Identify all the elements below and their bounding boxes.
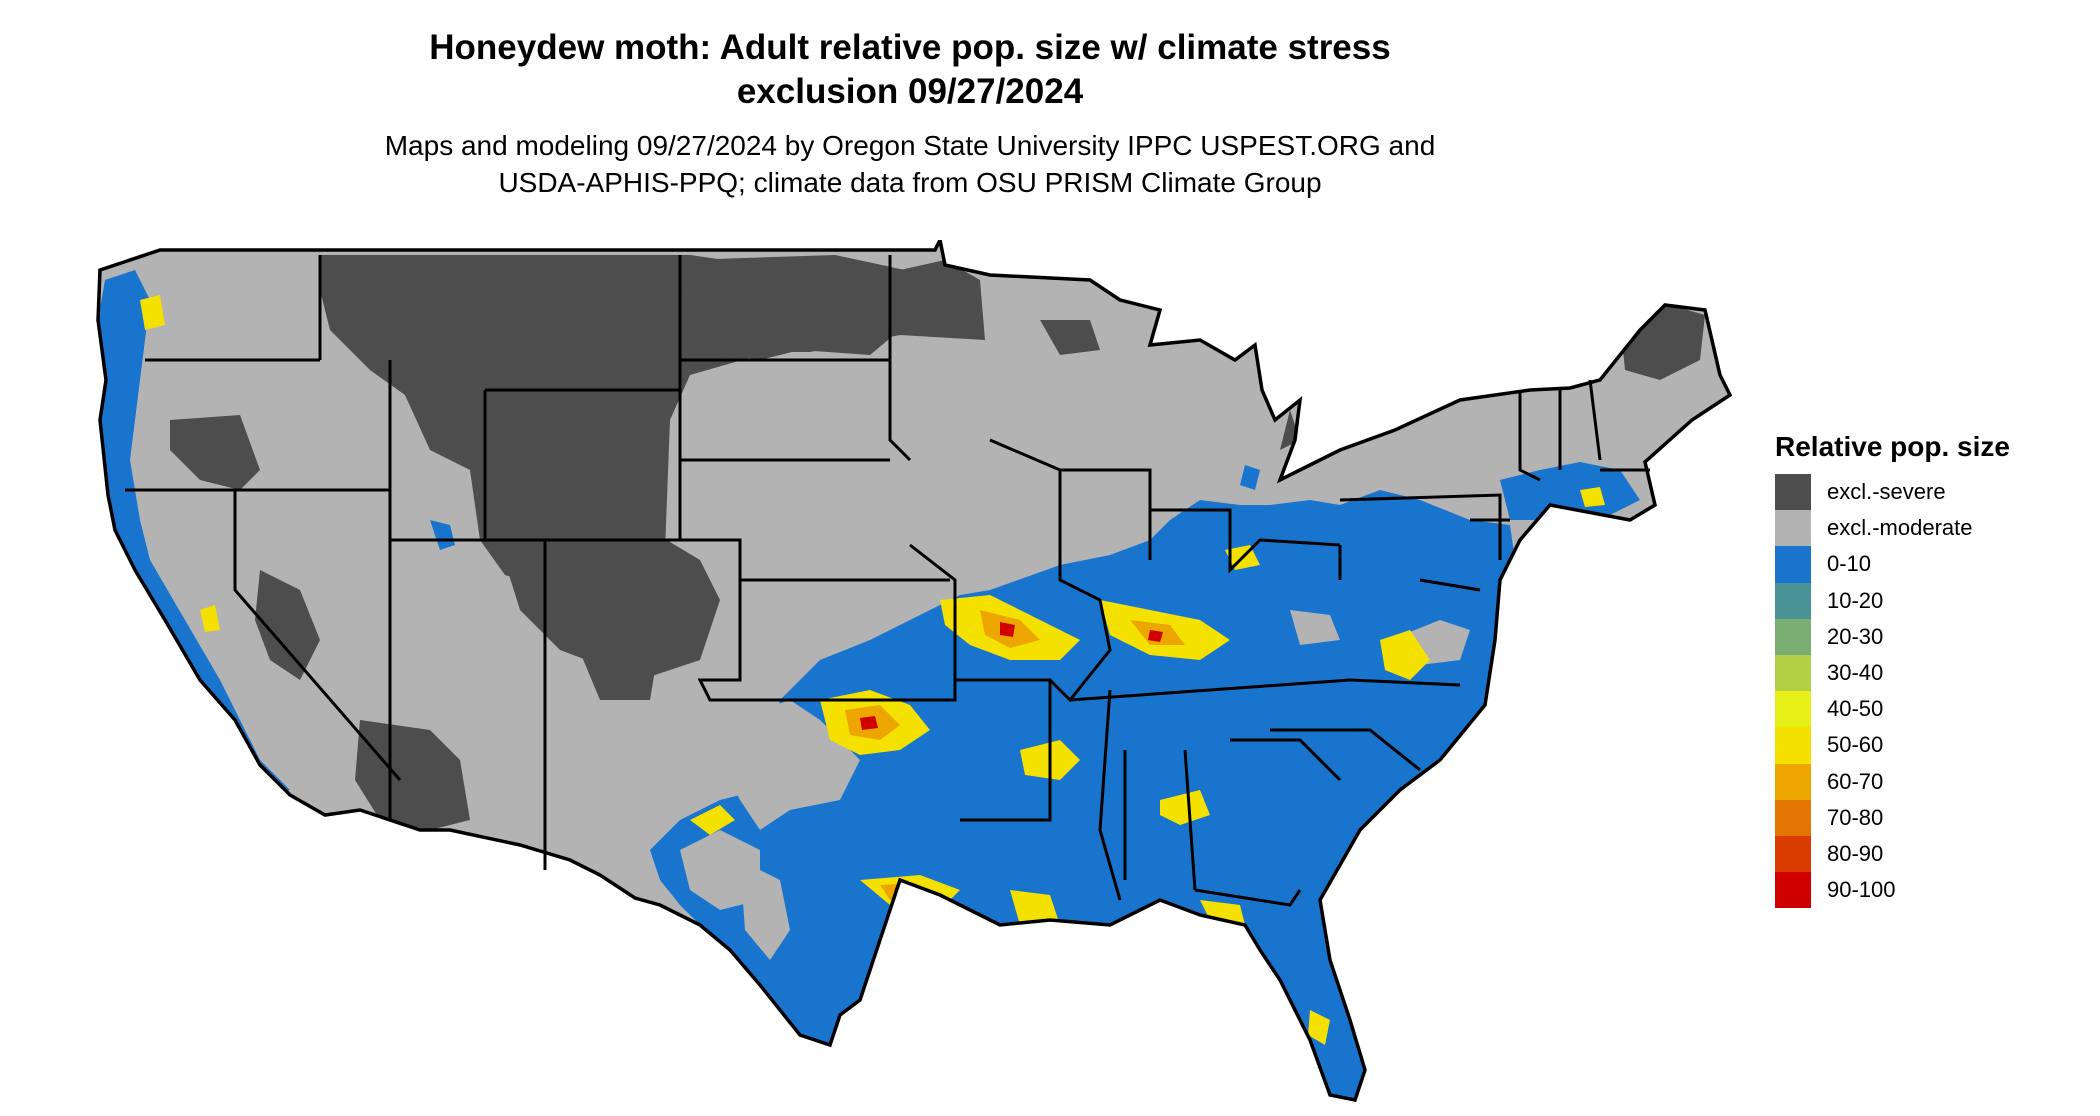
legend-swatch (1775, 582, 1811, 619)
legend-label: excl.-moderate (1827, 515, 1973, 541)
blue-0-10-regions (98, 270, 1640, 1100)
map-subtitle-line-2: USDA-APHIS-PPQ; climate data from OSU PR… (498, 167, 1322, 198)
legend-item-80-90: 80-90 (1775, 835, 2075, 873)
legend-item-50-60: 50-60 (1775, 727, 2075, 764)
legend-item-20-30: 20-30 (1775, 618, 2075, 655)
legend-label: 40-50 (1827, 696, 1884, 722)
legend-swatch (1775, 474, 1811, 511)
map-title-line-2: exclusion 09/27/2024 (736, 72, 1084, 111)
us-map (96, 240, 1732, 1102)
legend: Relative pop. size excl.-severe excl.-mo… (1775, 430, 2075, 909)
legend-item-excl-severe: excl.-severe (1775, 474, 2075, 511)
legend-title: Relative pop. size (1775, 431, 2010, 462)
legend-item-30-40: 30-40 (1775, 654, 2075, 692)
legend-label: excl.-severe (1827, 479, 1946, 504)
legend-item-60-70: 60-70 (1775, 763, 2075, 800)
legend-swatch (1775, 763, 1811, 800)
legend-swatch (1775, 872, 1811, 909)
legend-item-90-100: 90-100 (1775, 872, 2075, 909)
legend-swatch (1775, 654, 1811, 692)
legend-swatch (1775, 835, 1811, 873)
legend-swatch (1775, 546, 1811, 583)
excl-moderate-pockets (680, 610, 1470, 960)
legend-swatch (1775, 510, 1811, 547)
legend-swatch (1775, 691, 1811, 728)
map-subtitle-line-1: Maps and modeling 09/27/2024 by Oregon S… (384, 130, 1436, 161)
legend-label: 50-60 (1827, 732, 1884, 758)
legend-label: 10-20 (1827, 587, 1884, 613)
legend-swatch (1775, 618, 1811, 655)
legend-item-70-80: 70-80 (1775, 799, 2075, 836)
legend-label: 30-40 (1827, 659, 1884, 685)
legend-item-0-10: 0-10 (1775, 546, 2075, 583)
legend-label: 80-90 (1827, 840, 1884, 866)
map-raster (98, 240, 1730, 1100)
legend-items: excl.-severe excl.-moderate 0-10 10-20 2… (1775, 474, 2075, 909)
state-borders (125, 255, 1650, 907)
excl-severe-regions (170, 255, 1705, 830)
legend-label: 90-100 (1827, 877, 1896, 903)
legend-label: 20-30 (1827, 623, 1884, 649)
legend-label: 70-80 (1827, 804, 1884, 830)
legend-swatch (1775, 799, 1811, 836)
legend-item-40-50: 40-50 (1775, 691, 2075, 728)
legend-swatch (1775, 727, 1811, 764)
legend-item-10-20: 10-20 (1775, 582, 2075, 619)
legend-label: 60-70 (1827, 768, 1884, 794)
map-title-line-1: Honeydew moth: Adult relative pop. size … (429, 28, 1391, 67)
legend-label: 0-10 (1827, 551, 1872, 577)
legend-item-excl-moderate: excl.-moderate (1775, 510, 2075, 547)
